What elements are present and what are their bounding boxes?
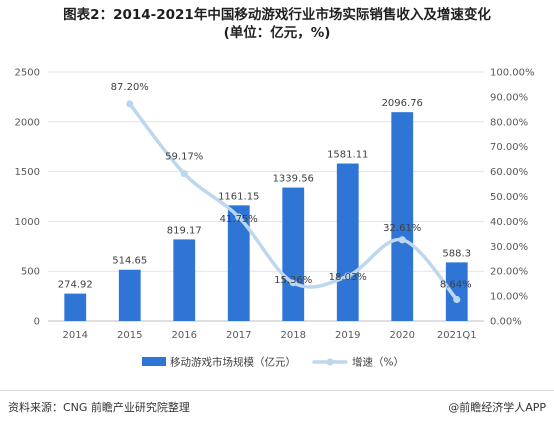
brand-credit: @前瞻经济学人APP: [448, 401, 546, 414]
legend-line-label: 增速（%）: [352, 356, 404, 369]
x-tick-label: 2014: [63, 330, 88, 341]
bar-data-label: 2096.76: [382, 98, 423, 109]
y-left-tick-label: 1500: [15, 167, 40, 178]
bar: [391, 112, 414, 321]
bar-data-label: 1161.15: [218, 191, 259, 202]
y-right-tick-label: 0.00%: [490, 317, 522, 328]
y-right-tick-label: 90.00%: [490, 92, 528, 103]
line-point: [235, 213, 243, 221]
x-tick-label: 2019: [335, 330, 360, 341]
bar-data-label: 819.17: [167, 225, 202, 236]
line-data-label: 18.03%: [329, 272, 367, 283]
y-left-tick-label: 500: [21, 267, 40, 278]
y-right-tick-label: 10.00%: [490, 292, 528, 303]
footer: 资料来源：CNG 前瞻产业研究院整理 @前瞻经济学人APP: [0, 390, 554, 422]
y-right-tick-label: 70.00%: [490, 142, 528, 153]
line-point: [180, 170, 188, 178]
line-data-label: 15.36%: [274, 275, 312, 286]
y-right-tick-label: 50.00%: [490, 192, 528, 203]
line-data-label: 32.61%: [383, 223, 421, 234]
chart-title-line2: (单位：亿元，%): [223, 25, 331, 41]
x-tick-label: 2021Q1: [437, 330, 477, 341]
legend-bar-swatch: [142, 357, 166, 366]
axes: 0 500 1000 1500 2000 2500 0.00% 10.00% 20.00% 30.…: [15, 68, 535, 342]
y-right-tick-label: 60.00%: [490, 167, 528, 178]
line-series: [126, 100, 461, 304]
x-tick-label: 2018: [281, 330, 306, 341]
y-right-tick-label: 80.00%: [490, 117, 528, 128]
bar-data-label: 1581.11: [327, 150, 368, 161]
bar-data-label: 274.92: [58, 280, 93, 291]
y-right-tick-label: 20.00%: [490, 267, 528, 278]
y-right-tick-label: 30.00%: [490, 242, 528, 253]
y-right-tick-label: 40.00%: [490, 217, 528, 228]
legend-bar-label: 移动游戏市场规模（亿元）: [170, 356, 296, 369]
line-point: [344, 272, 352, 280]
bar-series: [64, 112, 468, 321]
line-point: [398, 236, 406, 244]
bar-data-label: 588.3: [442, 248, 471, 259]
line-point: [453, 295, 461, 304]
line-data-label: 87.20%: [111, 82, 149, 93]
x-tick-label: 2017: [226, 330, 251, 341]
line-data-label: 59.17%: [165, 152, 203, 163]
combo-chart: 274.92 514.65 819.17 1161.15 1339.56 1581.11 2…: [15, 68, 535, 369]
bar-data-label: 514.65: [112, 256, 147, 267]
y-left-tick-label: 0: [34, 317, 40, 328]
bar-data-label: 1339.56: [273, 174, 314, 185]
bar: [118, 269, 141, 321]
x-tick-label: 2015: [117, 330, 142, 341]
data-labels: 274.92 514.65 819.17 1161.15 1339.56 1581.11 2…: [58, 82, 472, 291]
line-point: [289, 279, 297, 287]
y-left-tick-label: 2000: [15, 117, 40, 128]
bar: [64, 293, 87, 321]
x-tick-label: 2020: [390, 330, 415, 341]
y-right-tick-label: 100.00%: [490, 68, 535, 79]
legend: 移动游戏市场规模（亿元） 增速（%）: [142, 356, 404, 369]
line-data-label: 8.64%: [440, 279, 472, 290]
x-tick-label: 2016: [172, 330, 197, 341]
chart-title: 图表2：2014-2021年中国移动游戏行业市场实际销售收入及增速变化 (单位：…: [0, 6, 554, 42]
line-data-label: 41.75%: [220, 214, 258, 225]
legend-line-marker: [326, 358, 334, 366]
grid-lines: [48, 71, 484, 322]
bar: [282, 187, 305, 321]
chart-title-line1: 图表2：2014-2021年中国移动游戏行业市场实际销售收入及增速变化: [63, 7, 491, 23]
source-note: 资料来源：CNG 前瞻产业研究院整理: [8, 401, 190, 414]
line-point: [126, 100, 134, 108]
bar: [227, 205, 250, 321]
bar: [173, 239, 196, 321]
bar: [336, 163, 359, 321]
y-left-tick-label: 1000: [15, 217, 40, 228]
bar: [445, 262, 468, 321]
y-left-tick-label: 2500: [15, 68, 40, 79]
